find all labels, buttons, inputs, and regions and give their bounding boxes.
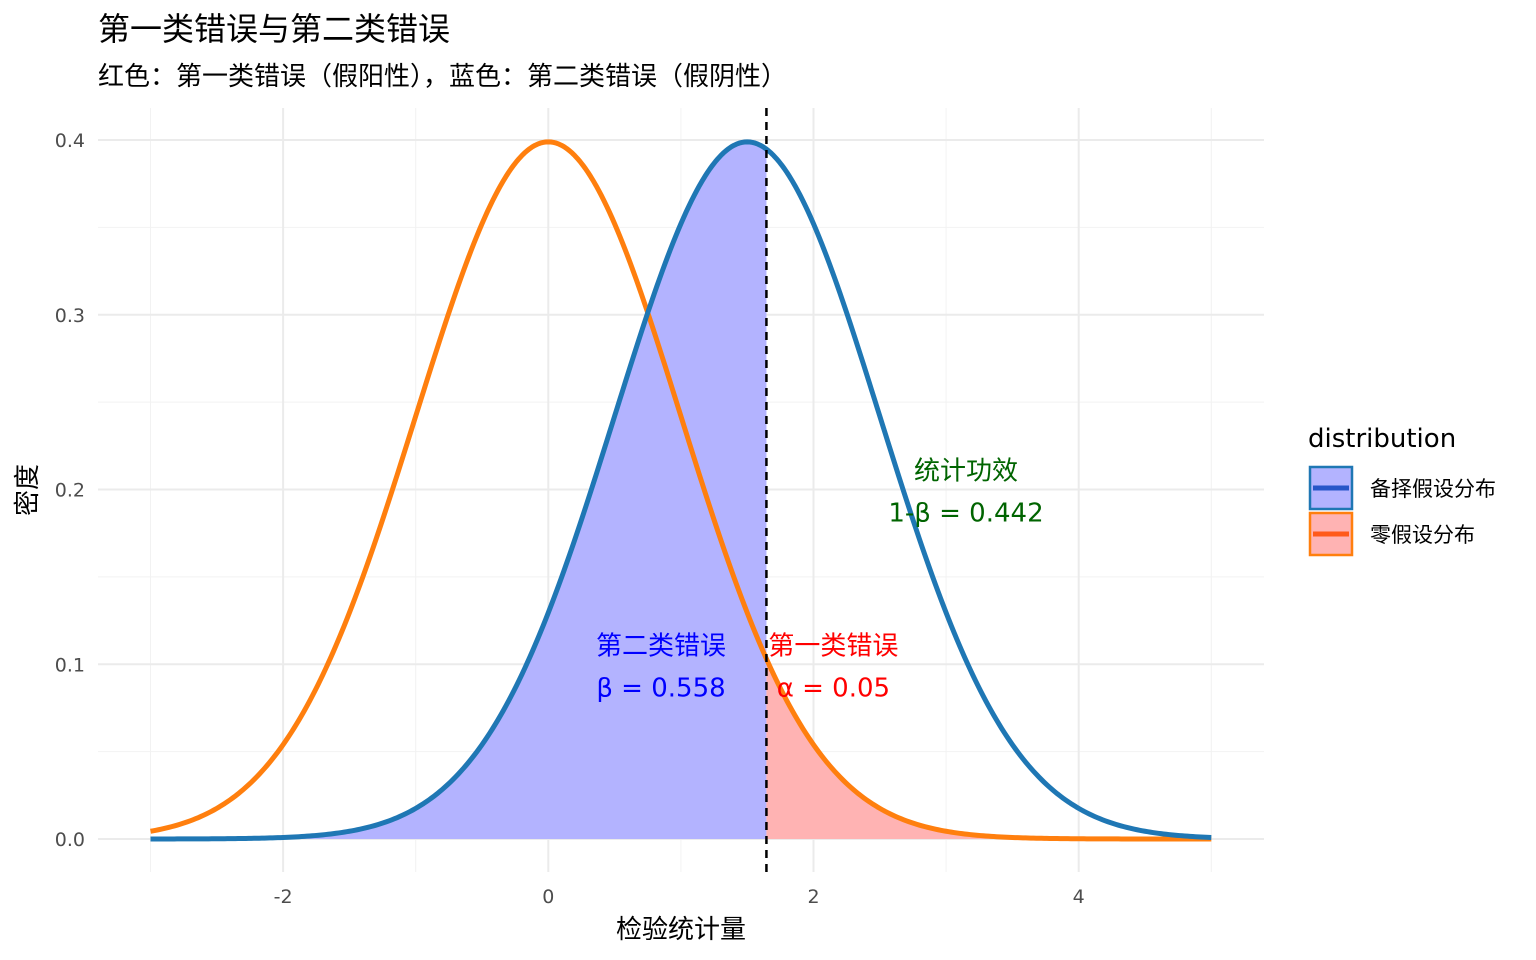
legend-label: 备择假设分布 bbox=[1370, 477, 1496, 501]
density-line-null bbox=[150, 139, 1212, 842]
annotation-value: α = 0.05 bbox=[777, 673, 890, 703]
legend-label: 零假设分布 bbox=[1370, 523, 1475, 547]
density-line-alternative bbox=[150, 139, 1212, 842]
density-curves bbox=[150, 139, 1212, 842]
shaded-regions bbox=[150, 141, 1212, 840]
y-tick-label: 0.2 bbox=[55, 480, 85, 502]
shaded-area-null bbox=[766, 658, 1212, 839]
annotation-label: 第二类错误 bbox=[596, 631, 726, 661]
y-axis-title: 密度 bbox=[13, 464, 43, 516]
shaded-area-alternative bbox=[150, 141, 767, 840]
legend-title: distribution bbox=[1308, 424, 1456, 454]
x-axis-ticks: -2 0 2 4 bbox=[274, 886, 1085, 908]
annotation-label: 第一类错误 bbox=[768, 631, 898, 661]
y-tick-label: 0.4 bbox=[55, 130, 85, 152]
annotation-value: 1-β = 0.442 bbox=[888, 499, 1043, 529]
x-tick-label: -2 bbox=[274, 886, 293, 908]
x-tick-label: 2 bbox=[807, 886, 819, 908]
y-tick-label: 0.1 bbox=[55, 654, 85, 676]
y-tick-label: 0.0 bbox=[55, 829, 85, 851]
chart-subtitle: 红色：第一类错误（假阳性），蓝色：第二类错误（假阴性） bbox=[98, 62, 787, 92]
annotations: 第二类错误 β = 0.558 第一类错误 α = 0.05 统计功效 1-β = 0.4… bbox=[596, 457, 1044, 704]
annotation-label: 统计功效 bbox=[914, 457, 1018, 487]
y-axis-ticks: 0.0 0.1 0.2 0.3 0.4 bbox=[55, 130, 85, 851]
chart-title: 第一类错误与第二类错误 bbox=[98, 10, 450, 48]
x-axis-title: 检验统计量 bbox=[616, 915, 746, 945]
y-tick-label: 0.3 bbox=[55, 305, 85, 327]
x-tick-label: 0 bbox=[542, 886, 554, 908]
x-tick-label: 4 bbox=[1073, 886, 1085, 908]
annotation-value: β = 0.558 bbox=[596, 673, 725, 703]
